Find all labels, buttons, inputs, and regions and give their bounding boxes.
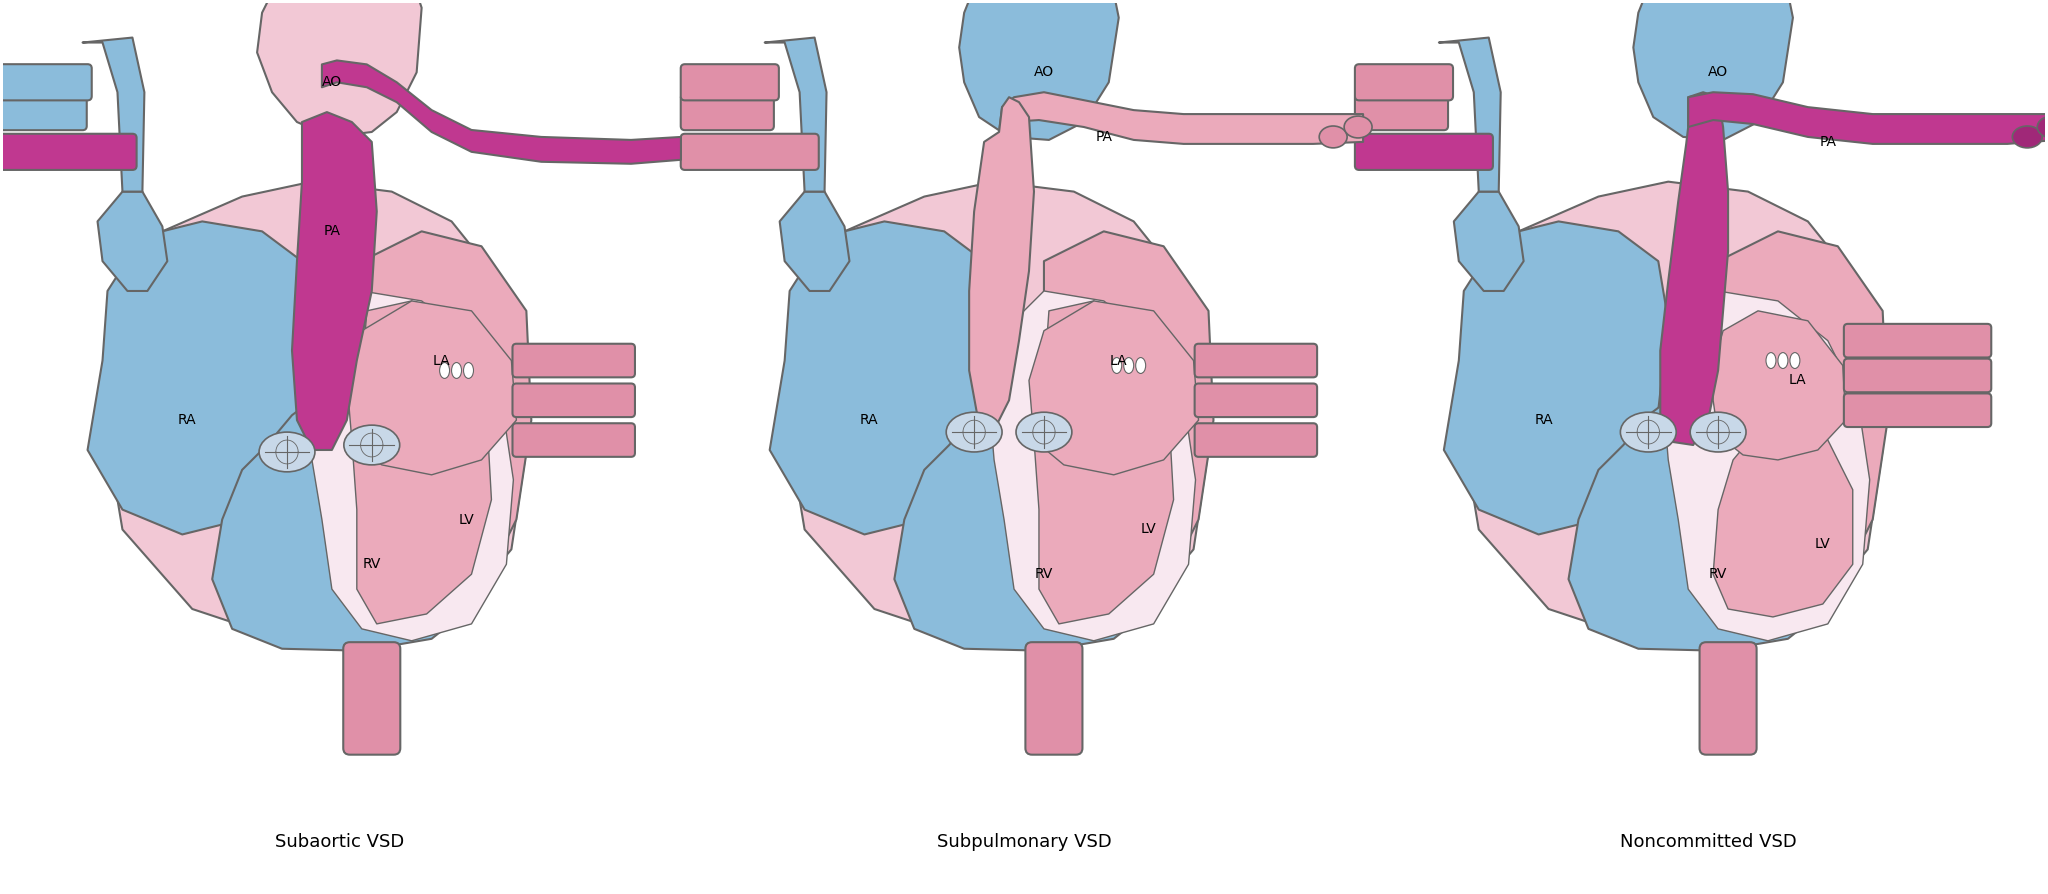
Text: RA: RA <box>1534 413 1552 427</box>
Text: AO: AO <box>322 75 342 89</box>
Text: LV: LV <box>459 512 475 527</box>
Text: Subaortic VSD: Subaortic VSD <box>274 833 403 851</box>
FancyBboxPatch shape <box>344 642 399 755</box>
FancyBboxPatch shape <box>1194 384 1317 417</box>
Text: AO: AO <box>1034 65 1055 80</box>
Polygon shape <box>102 181 526 639</box>
Polygon shape <box>895 381 1178 651</box>
FancyBboxPatch shape <box>1356 134 1493 170</box>
FancyBboxPatch shape <box>1843 393 1991 427</box>
FancyBboxPatch shape <box>1356 94 1448 131</box>
Ellipse shape <box>451 363 461 378</box>
Polygon shape <box>784 181 1208 639</box>
Polygon shape <box>1661 92 1729 445</box>
FancyBboxPatch shape <box>680 64 778 100</box>
Ellipse shape <box>1790 352 1800 368</box>
Polygon shape <box>293 112 377 450</box>
Polygon shape <box>352 301 492 624</box>
Polygon shape <box>1708 232 1888 641</box>
Polygon shape <box>780 191 850 291</box>
Ellipse shape <box>2038 116 2048 138</box>
Polygon shape <box>1034 232 1214 641</box>
Text: PA: PA <box>324 224 340 239</box>
Text: RA: RA <box>860 413 879 427</box>
FancyBboxPatch shape <box>1194 423 1317 457</box>
Text: LV: LV <box>1815 537 1831 552</box>
FancyBboxPatch shape <box>1700 642 1757 755</box>
Polygon shape <box>1454 191 1524 291</box>
Text: LA: LA <box>432 353 451 367</box>
Text: RA: RA <box>178 413 197 427</box>
Text: RV: RV <box>1708 567 1726 581</box>
Text: AO: AO <box>1708 65 1729 80</box>
Polygon shape <box>213 381 496 651</box>
Polygon shape <box>88 222 311 535</box>
FancyBboxPatch shape <box>0 134 137 170</box>
Polygon shape <box>969 97 1034 430</box>
Ellipse shape <box>260 432 315 472</box>
Ellipse shape <box>1137 358 1145 374</box>
Polygon shape <box>989 291 1196 641</box>
FancyBboxPatch shape <box>1843 358 1991 392</box>
Polygon shape <box>82 38 145 191</box>
Polygon shape <box>307 291 514 641</box>
Polygon shape <box>1712 311 1845 460</box>
Text: Noncommitted VSD: Noncommitted VSD <box>1620 833 1796 851</box>
Polygon shape <box>770 222 993 535</box>
Polygon shape <box>352 232 530 641</box>
Polygon shape <box>1569 381 1853 651</box>
FancyBboxPatch shape <box>1194 344 1317 377</box>
Polygon shape <box>1034 301 1174 624</box>
Ellipse shape <box>1112 358 1122 374</box>
Text: PA: PA <box>1096 130 1112 144</box>
Polygon shape <box>999 92 1364 144</box>
Text: RV: RV <box>362 557 381 571</box>
Ellipse shape <box>344 426 399 465</box>
Polygon shape <box>1634 0 1792 140</box>
Text: PA: PA <box>1819 135 1837 149</box>
Text: LA: LA <box>1790 374 1806 387</box>
Text: LV: LV <box>1141 522 1157 536</box>
Ellipse shape <box>1343 116 1372 138</box>
FancyBboxPatch shape <box>1356 64 1452 100</box>
FancyBboxPatch shape <box>512 344 635 377</box>
Polygon shape <box>958 0 1118 140</box>
Ellipse shape <box>463 363 473 378</box>
Text: LA: LA <box>1110 353 1128 367</box>
Polygon shape <box>1444 222 1669 535</box>
Ellipse shape <box>946 412 1001 452</box>
Ellipse shape <box>1765 352 1776 368</box>
Polygon shape <box>322 61 680 164</box>
Text: RV: RV <box>1034 567 1053 581</box>
FancyBboxPatch shape <box>680 134 819 170</box>
Ellipse shape <box>1690 412 1747 452</box>
FancyBboxPatch shape <box>1843 324 1991 358</box>
FancyBboxPatch shape <box>512 384 635 417</box>
Polygon shape <box>258 0 422 137</box>
Ellipse shape <box>1620 412 1675 452</box>
Polygon shape <box>1712 420 1853 617</box>
Polygon shape <box>1028 301 1198 475</box>
Polygon shape <box>346 301 516 475</box>
Ellipse shape <box>440 363 451 378</box>
Ellipse shape <box>1124 358 1135 374</box>
FancyBboxPatch shape <box>0 94 86 131</box>
Text: Subpulmonary VSD: Subpulmonary VSD <box>936 833 1112 851</box>
Ellipse shape <box>1319 126 1348 148</box>
Polygon shape <box>1688 92 2048 144</box>
Ellipse shape <box>1778 352 1788 368</box>
FancyBboxPatch shape <box>0 64 92 100</box>
FancyBboxPatch shape <box>1026 642 1083 755</box>
Polygon shape <box>1440 38 1501 191</box>
Polygon shape <box>764 38 827 191</box>
Polygon shape <box>1458 181 1882 639</box>
Polygon shape <box>98 191 168 291</box>
Ellipse shape <box>1016 412 1071 452</box>
Polygon shape <box>1663 291 1870 641</box>
Ellipse shape <box>2013 126 2042 148</box>
FancyBboxPatch shape <box>512 423 635 457</box>
FancyBboxPatch shape <box>680 94 774 131</box>
